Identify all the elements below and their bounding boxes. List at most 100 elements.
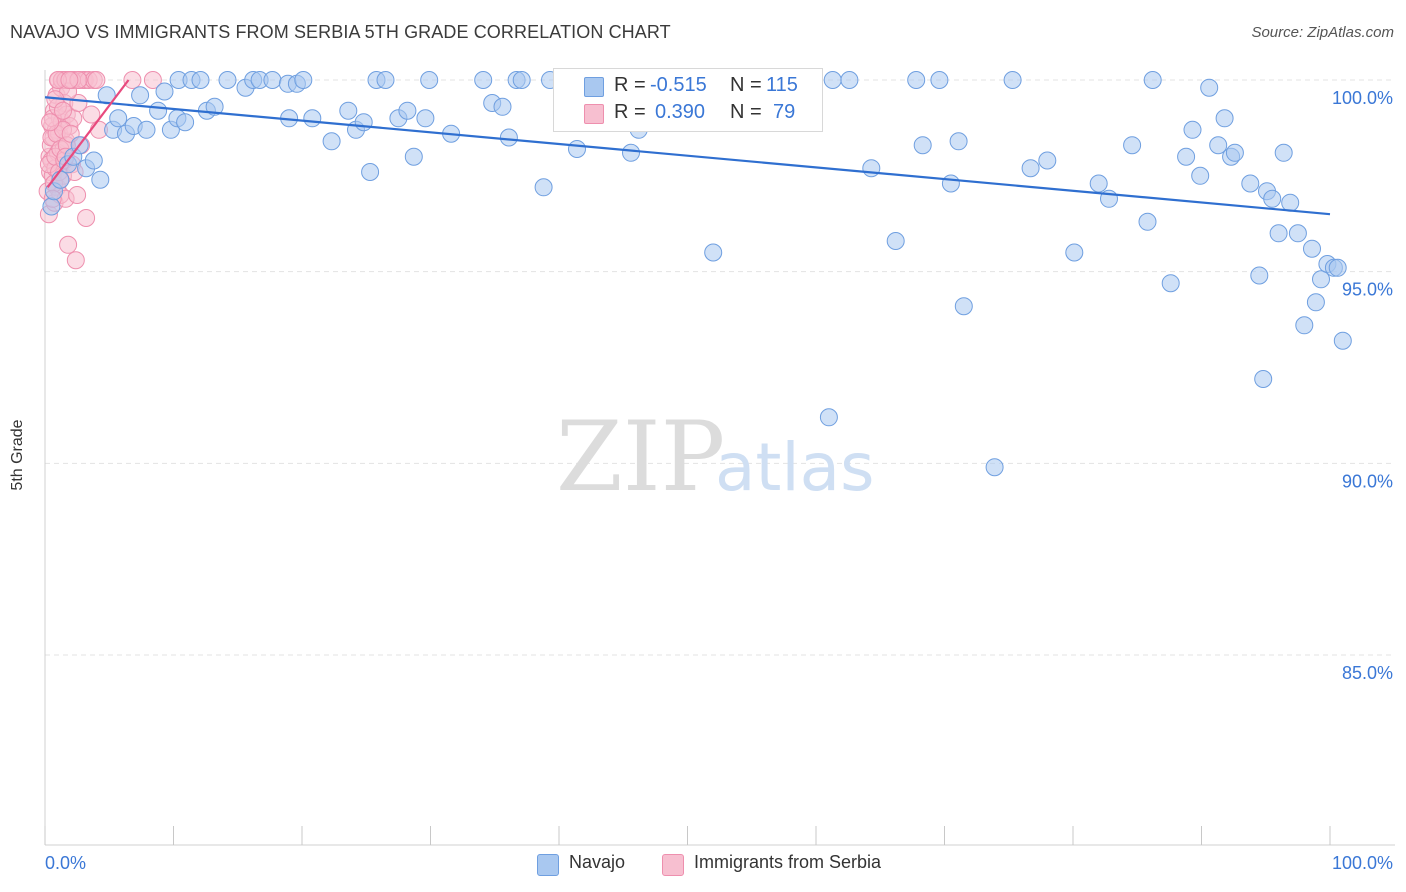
navajo-point <box>149 101 168 120</box>
serbia-point <box>69 94 88 112</box>
serbia-point <box>41 113 60 132</box>
serbia-point <box>123 71 142 89</box>
navajo-point <box>930 71 949 89</box>
navajo-point <box>1089 174 1108 193</box>
grid-layer <box>45 79 1395 656</box>
navajo-point <box>303 109 322 128</box>
navajo-point <box>493 97 512 116</box>
navajo-point <box>1328 258 1347 277</box>
navajo-point <box>622 143 640 162</box>
navajo-point <box>1274 143 1293 162</box>
navajo-point <box>416 109 435 128</box>
navajo-point <box>823 71 842 89</box>
navajo-point <box>862 159 881 178</box>
navajo-point <box>1306 293 1325 312</box>
navajo-point <box>1123 136 1142 155</box>
navajo-point <box>218 71 237 89</box>
serbia-point <box>54 101 72 120</box>
watermark-atlas: atlas <box>715 429 875 506</box>
navajo-point <box>1021 159 1040 178</box>
y-tick-label: 90.0% <box>1342 471 1393 491</box>
navajo-point <box>322 132 341 151</box>
navajo-point <box>954 297 973 316</box>
tick-label-layer: 100.0% 95.0% 90.0% 85.0% 0.0% 100.0% <box>45 88 1393 873</box>
navajo-point <box>1312 270 1330 289</box>
navajo-point <box>1288 224 1307 243</box>
stats-legend: R = -0.515 N = 115 R = 0.390 N = 79 <box>553 68 823 132</box>
navajo-point <box>474 71 493 89</box>
legend-n-value-navajo: 115 <box>766 74 798 96</box>
navajo-point <box>1038 151 1057 170</box>
navajo-point <box>1209 136 1228 155</box>
navajo-trend-line <box>44 96 1331 216</box>
navajo-point <box>886 232 905 250</box>
navajo-point <box>420 71 439 89</box>
navajo-point <box>1254 370 1273 388</box>
navajo-point <box>1225 143 1244 162</box>
navajo-point <box>1241 174 1260 193</box>
navajo-point <box>512 71 531 89</box>
navajo-point <box>1191 166 1210 185</box>
bottom-legend-label-serbia: Immigrants from Serbia <box>694 852 882 872</box>
legend-n-value-serbia: 79 <box>773 101 796 123</box>
navajo-point <box>354 113 373 132</box>
navajo-point <box>339 101 358 120</box>
legend-n-label: N = <box>730 74 762 96</box>
legend-swatch-serbia <box>584 104 604 124</box>
navajo-point <box>263 71 282 89</box>
legend-r-value-serbia: 0.390 <box>655 101 706 123</box>
navajo-point <box>907 71 926 89</box>
navajo-point <box>84 151 103 170</box>
chart-source: Source: ZipAtlas.com <box>1251 24 1394 41</box>
bottom-legend-swatch-navajo <box>537 854 559 876</box>
navajo-point <box>1183 120 1202 139</box>
legend-swatch-navajo <box>584 77 604 97</box>
serbia-point <box>143 71 162 89</box>
serbia-point <box>87 71 106 89</box>
navajo-point <box>568 140 586 158</box>
navajo-point <box>1250 266 1269 285</box>
legend-r-value-navajo: -0.515 <box>650 74 707 96</box>
navajo-point <box>1295 316 1314 335</box>
navajo-point <box>137 120 156 139</box>
navajo-point <box>1161 274 1180 293</box>
serbia-point <box>68 186 87 204</box>
navajo-point <box>155 82 174 101</box>
navajo-point <box>1138 212 1157 231</box>
serbia-point <box>77 209 96 227</box>
navajo-point <box>499 128 518 147</box>
y-tick-label: 100.0% <box>1332 88 1393 108</box>
serbia-point <box>59 235 78 254</box>
navajo-point <box>1263 189 1282 208</box>
x-tick-label: 0.0% <box>45 853 86 873</box>
legend-r-label: R = <box>614 101 646 123</box>
x-tick-label: 100.0% <box>1332 853 1393 873</box>
navajo-point <box>985 458 1004 477</box>
navajo-point <box>1303 239 1321 258</box>
navajo-point <box>404 147 423 166</box>
navajo-point <box>1003 71 1022 89</box>
navajo-point <box>941 174 960 193</box>
watermark-layer: ZIP atlas <box>556 401 875 513</box>
navajo-point <box>131 86 150 105</box>
legend-n-label: N = <box>730 101 762 123</box>
navajo-point <box>1177 147 1196 166</box>
watermark-zip: ZIP <box>556 401 725 513</box>
navajo-point <box>191 71 210 89</box>
navajo-point <box>913 136 932 155</box>
navajo-point <box>42 197 61 216</box>
navajo-point <box>176 113 195 132</box>
legend-row-navajo: R = -0.515 N = 115 <box>554 74 822 100</box>
navajo-point <box>534 178 553 197</box>
navajo-point <box>91 170 110 189</box>
serbia-trend-line <box>46 79 130 188</box>
navajo-point <box>376 71 395 89</box>
navajo-point <box>1215 109 1234 128</box>
y-tick-label: 85.0% <box>1342 663 1393 683</box>
navajo-point <box>1281 193 1300 212</box>
navajo-point <box>398 101 417 120</box>
legend-r-label: R = <box>614 74 646 96</box>
navajo-point <box>109 109 128 128</box>
navajo-point <box>1200 78 1219 97</box>
